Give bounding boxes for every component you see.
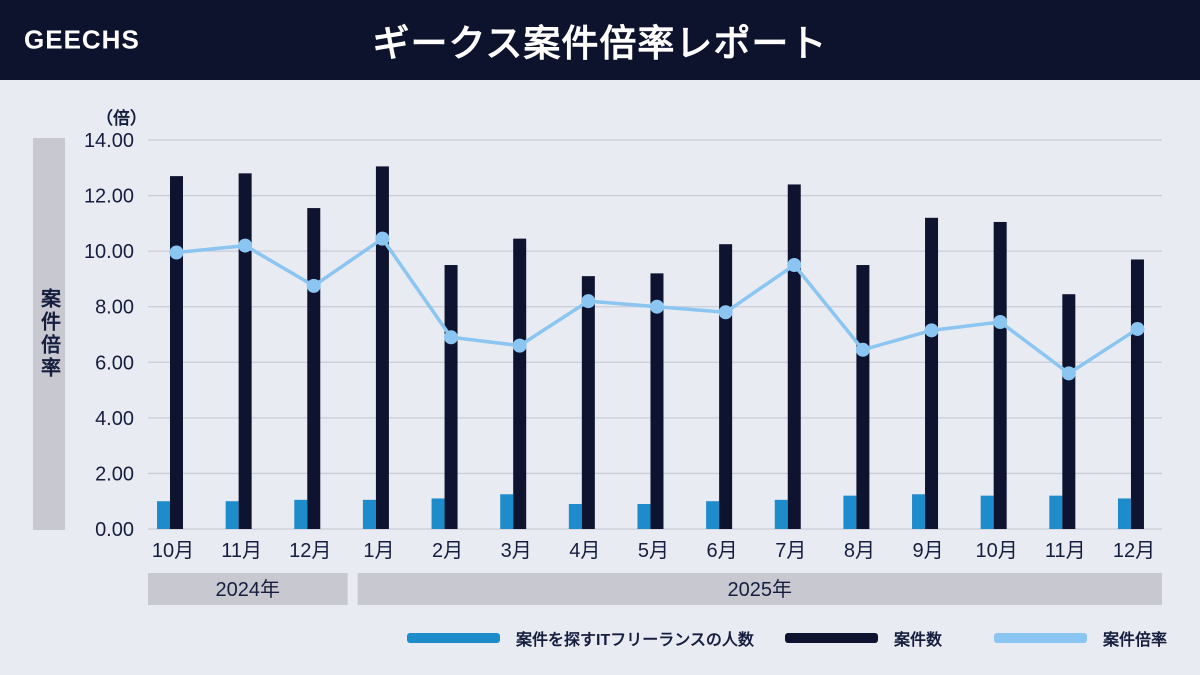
y-axis-title: 案件倍率	[37, 288, 60, 380]
case-count-bar	[856, 265, 870, 529]
case-count-bar	[375, 166, 389, 529]
y-tick-label: 6.00	[95, 352, 134, 374]
ratio-point	[169, 245, 184, 260]
month-label: 10月	[976, 540, 1018, 562]
legend-swatch-freelancers	[407, 633, 500, 643]
month-label: 12月	[1113, 540, 1155, 562]
case-count-bar	[787, 184, 801, 529]
ratio-point	[718, 305, 733, 320]
month-label: 10月	[152, 540, 194, 562]
legend-swatch-case-count	[785, 633, 878, 643]
ratio-point	[787, 258, 802, 273]
case-count-bar	[581, 276, 595, 529]
month-label: 6月	[707, 540, 738, 562]
month-label: 11月	[221, 540, 262, 562]
page-title: ギークス案件倍率レポート	[372, 23, 828, 64]
freelancer-bar	[431, 498, 445, 529]
freelancer-bar	[225, 501, 239, 529]
month-label: 5月	[638, 540, 669, 562]
year-band-label: 2025年	[728, 578, 793, 601]
month-label: 1月	[363, 540, 394, 562]
freelancer-bar	[980, 495, 994, 529]
ratio-point	[1061, 366, 1076, 381]
y-tick-label: 12.00	[84, 186, 134, 208]
legend-item-ratio: 案件倍率	[994, 626, 1167, 650]
freelancer-bar	[1117, 498, 1131, 529]
freelancer-bar	[912, 494, 926, 529]
month-label: 11月	[1045, 540, 1086, 562]
case-count-bar	[1062, 294, 1076, 529]
freelancer-bar	[500, 494, 514, 529]
year-band-label: 2024年	[216, 578, 281, 601]
case-count-bar	[307, 208, 321, 529]
year-band	[357, 573, 1162, 605]
month-label: 7月	[775, 540, 806, 562]
legend-label-case-count: 案件数	[894, 632, 943, 649]
freelancer-bar	[1049, 495, 1063, 529]
month-label: 2月	[432, 540, 463, 562]
legend-item-freelancers: 案件を探すITフリーランスの人数	[407, 626, 754, 650]
legend-swatch-ratio	[994, 633, 1087, 643]
case-count-bar	[993, 221, 1007, 530]
brand-logo: GEECHS	[24, 24, 140, 55]
legend: 案件を探すITフリーランスの人数 案件数 案件倍率	[0, 626, 1200, 650]
month-label: 4月	[569, 540, 600, 562]
y-tick-label: 10.00	[84, 241, 134, 263]
ratio-point	[649, 299, 664, 314]
ratio-point	[306, 278, 321, 293]
ratio-point	[924, 323, 939, 338]
freelancer-bar	[774, 499, 788, 529]
month-label: 3月	[501, 540, 532, 562]
ratio-point	[512, 338, 527, 353]
ratio-point	[1130, 321, 1145, 336]
y-tick-label: 2.00	[95, 463, 134, 485]
case-count-bar	[513, 238, 527, 529]
freelancer-bar	[157, 501, 170, 529]
ratio-point	[855, 342, 870, 357]
ratio-point	[375, 231, 390, 246]
month-label: 9月	[912, 540, 943, 562]
freelancer-bar	[637, 503, 651, 529]
case-count-bar	[925, 217, 939, 530]
case-count-bar	[238, 173, 252, 530]
legend-label-freelancers: 案件を探すITフリーランスの人数	[516, 632, 754, 649]
case-count-bar	[170, 176, 183, 529]
freelancer-bar	[294, 499, 308, 529]
y-tick-label: 4.00	[95, 408, 134, 430]
case-count-bar	[1130, 259, 1144, 529]
legend-item-case-count: 案件数	[785, 626, 942, 650]
y-axis-title-band: 案件倍率	[33, 138, 65, 530]
ratio-point	[238, 238, 253, 253]
ratio-point	[993, 314, 1008, 329]
legend-label-ratio: 案件倍率	[1103, 632, 1168, 649]
freelancer-bar	[843, 495, 857, 529]
freelancer-bar	[568, 503, 582, 529]
freelancer-bar	[706, 501, 720, 529]
y-tick-label: 14.00	[84, 130, 134, 152]
header-bar: GEECHS ギークス案件倍率レポート	[0, 0, 1200, 80]
year-band	[148, 573, 348, 605]
case-count-bar	[444, 265, 458, 529]
month-label: 8月	[844, 540, 875, 562]
month-label: 12月	[289, 540, 331, 562]
y-tick-label: 0.00	[95, 519, 134, 541]
ratio-point	[581, 294, 596, 309]
ratio-point	[444, 330, 459, 345]
case-count-bar	[719, 244, 733, 530]
case-count-bar	[650, 273, 664, 529]
freelancer-bar	[362, 499, 376, 529]
y-tick-label: 8.00	[95, 297, 134, 319]
y-axis-unit-label: （倍）	[96, 109, 147, 128]
